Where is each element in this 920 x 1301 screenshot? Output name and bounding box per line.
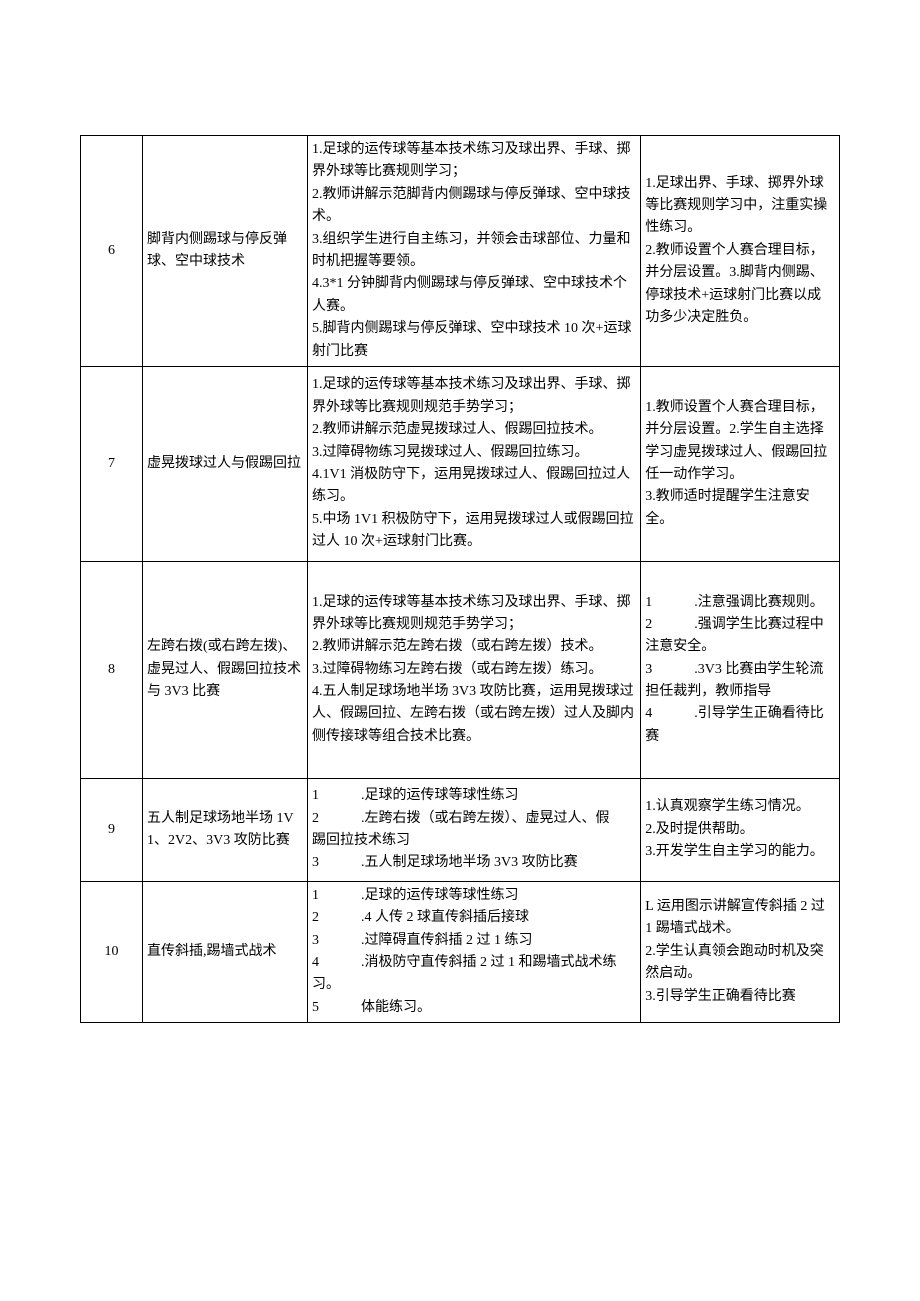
curriculum-table: 6 脚背内侧踢球与停反弹球、空中球技术 1.足球的运传球等基本技术练习及球出界、… bbox=[80, 135, 840, 1023]
table-row: 8 左跨右拨(或右跨左拨)、虚晃过人、假踢回拉技术与 3V3 比赛 1.足球的运… bbox=[81, 561, 840, 778]
cell-content: 1.足球的运传球等基本技术练习及球出界、手球、掷界外球等比赛规则学习； 2.教师… bbox=[308, 136, 641, 367]
cell-lesson-number: 9 bbox=[81, 778, 143, 881]
cell-lesson-number: 10 bbox=[81, 881, 143, 1022]
cell-topic: 虚晃拨球过人与假踢回拉 bbox=[143, 366, 308, 561]
document-page: 6 脚背内侧踢球与停反弹球、空中球技术 1.足球的运传球等基本技术练习及球出界、… bbox=[80, 135, 840, 1023]
table-row: 7 虚晃拨球过人与假踢回拉 1.足球的运传球等基本技术练习及球出界、手球、掷界外… bbox=[81, 366, 840, 561]
cell-notes: 1.教师设置个人赛合理目标，并分层设置。2.学生自主选择学习虚晃拨球过人、假踢回… bbox=[641, 366, 840, 561]
cell-topic: 左跨右拨(或右跨左拨)、虚晃过人、假踢回拉技术与 3V3 比赛 bbox=[143, 561, 308, 778]
cell-notes: 1.认真观察学生练习情况。 2.及时提供帮助。 3.开发学生自主学习的能力。 bbox=[641, 778, 840, 881]
table-row: 9 五人制足球场地半场 1V1、2V2、3V3 攻防比赛 1 .足球的运传球等球… bbox=[81, 778, 840, 881]
cell-lesson-number: 7 bbox=[81, 366, 143, 561]
cell-notes: 1 .注意强调比赛规则。 2 .强调学生比赛过程中注意安全。 3 .3V3 比赛… bbox=[641, 561, 840, 778]
cell-topic: 五人制足球场地半场 1V1、2V2、3V3 攻防比赛 bbox=[143, 778, 308, 881]
cell-content: 1.足球的运传球等基本技术练习及球出界、手球、掷界外球等比赛规则规范手势学习； … bbox=[308, 366, 641, 561]
cell-notes: 1.足球出界、手球、掷界外球等比赛规则学习中，注重实操性练习。 2.教师设置个人… bbox=[641, 136, 840, 367]
cell-notes: L 运用图示讲解宣传斜插 2 过 1 踢墙式战术。 2.学生认真领会跑动时机及突… bbox=[641, 881, 840, 1022]
cell-topic: 直传斜插,踢墙式战术 bbox=[143, 881, 308, 1022]
table-row: 6 脚背内侧踢球与停反弹球、空中球技术 1.足球的运传球等基本技术练习及球出界、… bbox=[81, 136, 840, 367]
cell-lesson-number: 8 bbox=[81, 561, 143, 778]
cell-content: 1.足球的运传球等基本技术练习及球出界、手球、掷界外球等比赛规则规范手势学习； … bbox=[308, 561, 641, 778]
cell-topic: 脚背内侧踢球与停反弹球、空中球技术 bbox=[143, 136, 308, 367]
cell-content: 1 .足球的运传球等球性练习 2 .4 人传 2 球直传斜插后接球 3 .过障碍… bbox=[308, 881, 641, 1022]
table-row: 10 直传斜插,踢墙式战术 1 .足球的运传球等球性练习 2 .4 人传 2 球… bbox=[81, 881, 840, 1022]
cell-lesson-number: 6 bbox=[81, 136, 143, 367]
cell-content: 1 .足球的运传球等球性练习 2 .左跨右拨（或右跨左拨）、虚晃过人、假 踢回拉… bbox=[308, 778, 641, 881]
